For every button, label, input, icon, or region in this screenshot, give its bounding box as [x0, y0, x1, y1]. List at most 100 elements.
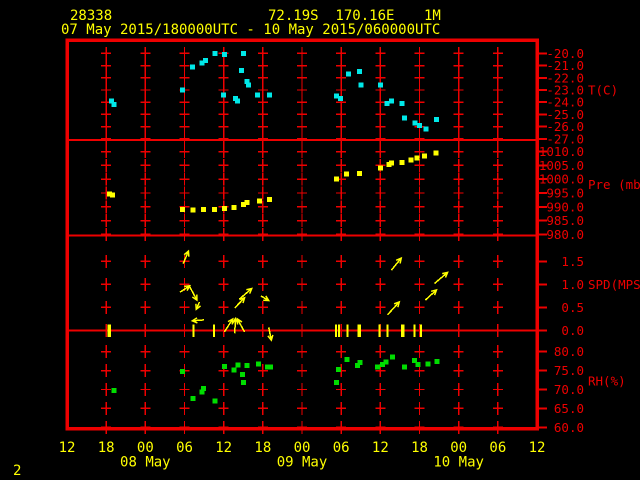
pressure-point: [231, 204, 237, 210]
y-tick-label: 70.0: [554, 382, 584, 397]
wind-vector-shaft: [223, 318, 234, 333]
pressure-point: [377, 165, 383, 171]
relative-humidity-point: [190, 396, 196, 402]
wind-vector-shaft: [424, 289, 437, 301]
pressure-point: [356, 170, 362, 176]
temperature-point: [245, 82, 251, 88]
temperature-point: [221, 92, 227, 98]
pressure-point: [408, 157, 414, 163]
wind-vector-arrowhead: [246, 287, 253, 294]
pressure-point: [110, 192, 116, 198]
relative-humidity-point: [383, 359, 389, 365]
pressure-point: [257, 198, 263, 204]
x-tick-label: 12: [529, 440, 546, 456]
y-tick-label: -24.0: [546, 95, 584, 110]
temperature-point: [356, 69, 362, 75]
y-tick-label: 1.5: [561, 254, 584, 269]
y-axis-unit-label: SPD(MPS): [588, 277, 640, 292]
pressure-point: [388, 160, 394, 166]
temperature-point: [266, 92, 272, 98]
pressure-point: [399, 159, 405, 165]
wind-vector-shaft: [234, 318, 237, 334]
plot-border: [65, 38, 539, 431]
wind-vector-shaft: [434, 271, 449, 285]
relative-humidity-point: [240, 371, 246, 377]
relative-humidity-point: [244, 363, 250, 369]
x-tick-label: 12: [215, 440, 232, 456]
pressure-point: [190, 207, 196, 213]
relative-humidity-point: [357, 360, 363, 366]
temperature-point: [244, 78, 250, 84]
relative-humidity-point: [240, 380, 246, 386]
pressure-point: [244, 200, 250, 206]
y-tick-label: 1010.0: [539, 144, 584, 159]
x-tick-label: 06: [176, 440, 193, 456]
x-date-label: 10 May: [433, 455, 484, 471]
y-axis-unit-label: T(C): [588, 83, 618, 98]
wind-vector-arrowhead: [263, 295, 271, 302]
wind-vector-arrowhead: [236, 317, 243, 325]
wind-vector-arrowhead: [239, 296, 246, 304]
y-tick-label: 75.0: [554, 363, 584, 378]
wind-vector-arrowhead: [395, 256, 403, 264]
pressure-point: [334, 176, 340, 182]
pressure-point: [180, 206, 186, 212]
wind-vector-shaft: [390, 257, 402, 271]
wind-vector-arrowhead: [191, 294, 198, 302]
x-tick-label: 00: [294, 440, 311, 456]
relative-humidity-point: [200, 385, 206, 391]
temperature-point: [238, 67, 244, 73]
wind-vector-shaft: [238, 287, 253, 300]
x-date-label: 08 May: [120, 455, 171, 471]
relative-humidity-point: [411, 357, 417, 363]
temperature-point: [180, 87, 186, 93]
relative-humidity-point: [235, 362, 241, 368]
wind-vector-arrowhead: [195, 303, 202, 311]
relative-humidity-point: [268, 364, 274, 370]
temperature-point: [358, 82, 364, 88]
pressure-point: [422, 153, 428, 159]
relative-humidity-point: [264, 364, 270, 370]
wind-vector-arrowhead: [442, 271, 449, 278]
y-tick-label: 65.0: [554, 401, 584, 416]
relative-humidity-point: [401, 364, 407, 370]
pressure-point: [212, 206, 218, 212]
y-tick-label: 60.0: [554, 420, 584, 435]
temperature-point: [417, 122, 422, 128]
y-tick-label: -23.0: [546, 83, 584, 98]
temperature-point: [399, 100, 405, 106]
station-coordinates: 72.19S 170.16E: [268, 8, 395, 24]
pressure-point: [221, 205, 227, 211]
y-tick-label: -20.0: [546, 46, 584, 61]
wind-vector-arrowhead: [184, 284, 192, 291]
temperature-point: [212, 50, 218, 56]
relative-humidity-point: [354, 362, 360, 368]
relative-humidity-point: [255, 361, 261, 367]
station-id: 28338: [70, 8, 113, 24]
wind-vector-shaft: [179, 285, 191, 293]
pressure-point: [266, 196, 272, 202]
relative-humidity-point: [344, 356, 350, 362]
x-tick-label: 12: [59, 440, 76, 456]
relative-humidity-point: [221, 363, 227, 369]
y-tick-label: 0.5: [561, 300, 584, 315]
y-tick-label: -27.0: [546, 131, 584, 146]
temperature-point: [221, 52, 227, 58]
temperature-point: [189, 64, 195, 70]
relative-humidity-point: [180, 368, 186, 374]
y-tick-label: 0.0: [561, 323, 584, 338]
temperature-point: [388, 98, 394, 104]
y-tick-label: 1000.0: [539, 172, 584, 187]
page-number: 2: [13, 463, 22, 479]
pressure-point: [240, 201, 246, 207]
y-tick-label: 1.0: [561, 277, 584, 292]
pressure-point: [343, 171, 349, 177]
pressure-point: [433, 150, 439, 156]
level-indicator: 1M: [424, 8, 441, 24]
wind-vector-shaft: [234, 297, 246, 309]
temperature-point: [240, 50, 246, 56]
temperature-point: [423, 126, 429, 132]
y-axis-unit-label: RH(%): [588, 374, 626, 389]
relative-humidity-point: [199, 389, 205, 395]
